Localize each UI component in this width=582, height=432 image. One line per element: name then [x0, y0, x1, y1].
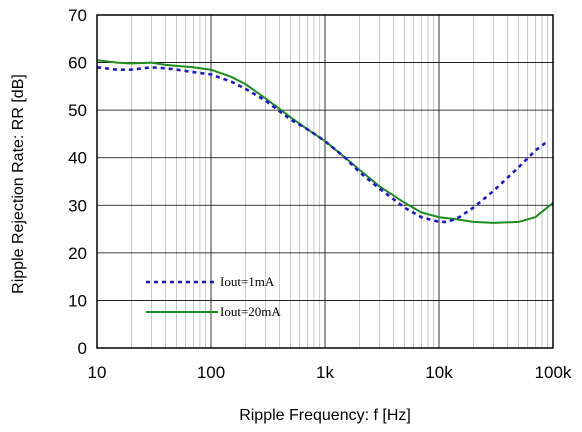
y-tick-label: 10 — [68, 291, 87, 310]
x-axis-title: Ripple Frequency: f [Hz] — [239, 407, 411, 424]
legend-label-iout-1ma: Iout=1mA — [220, 274, 275, 289]
x-tick-label: 100k — [535, 363, 572, 382]
y-tick-label: 20 — [68, 244, 87, 263]
series-line-iout-20ma — [96, 59, 554, 224]
legend-label-iout-20ma: Iout=20mA — [220, 304, 281, 319]
x-tick-labels: 10 100 1k 10k 100k — [88, 363, 572, 382]
y-tick-label: 40 — [68, 149, 87, 168]
y-tick-label: 50 — [68, 101, 87, 120]
y-tick-label: 30 — [68, 196, 87, 215]
series-line-iout-1ma — [96, 66, 549, 224]
plot-frame — [96, 14, 554, 349]
x-tick-label: 1k — [316, 363, 334, 382]
y-tick-label: 70 — [68, 6, 87, 25]
y-axis-title: Ripple Rejection Rate: RR [dB] — [10, 74, 27, 294]
y-tick-labels: 0 10 20 30 40 50 60 70 — [68, 6, 87, 358]
series-layer — [96, 59, 554, 224]
legend: Iout=1mA Iout=20mA — [146, 274, 281, 319]
y-tick-label: 0 — [78, 339, 87, 358]
x-tick-label: 100 — [197, 363, 225, 382]
y-tick-label: 60 — [68, 54, 87, 73]
x-tick-label: 10k — [425, 363, 453, 382]
x-tick-label: 10 — [88, 363, 107, 382]
